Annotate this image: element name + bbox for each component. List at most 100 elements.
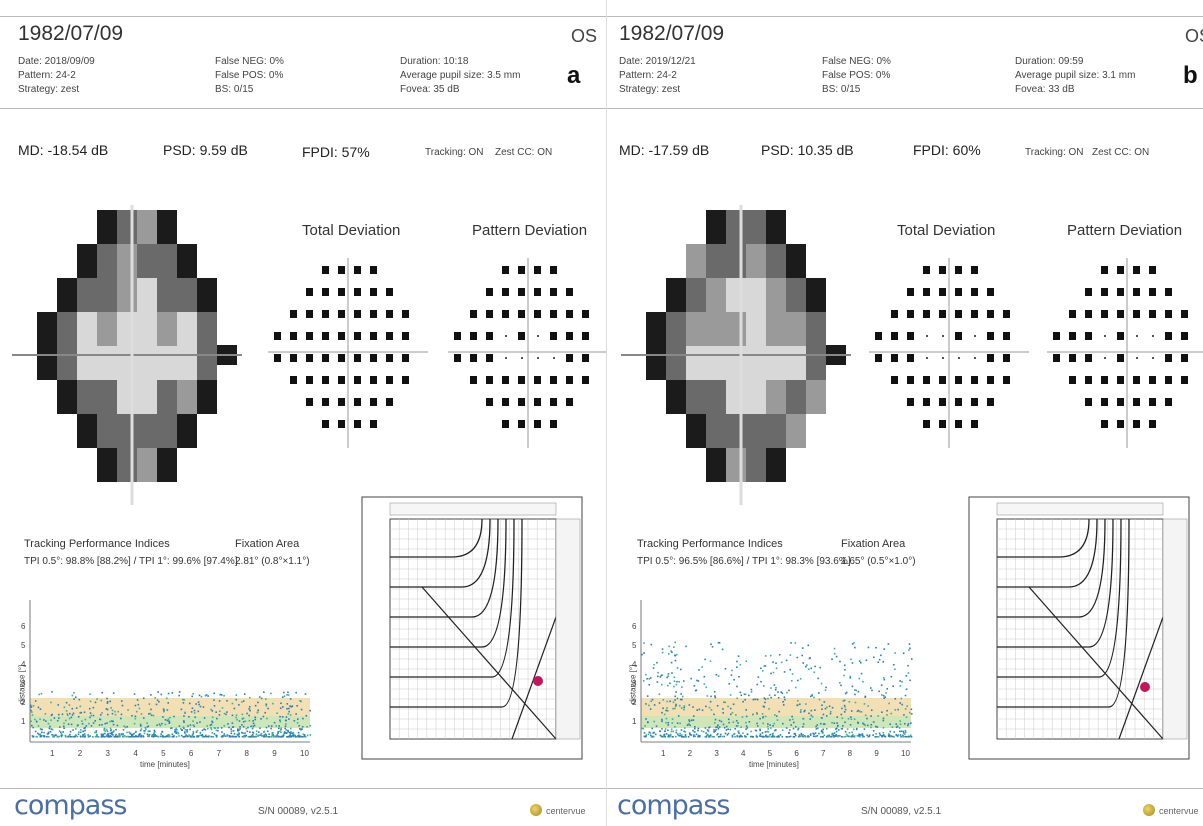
fixation-sample [675, 683, 678, 686]
fixation-sample [767, 735, 770, 738]
fixation-sample [812, 735, 815, 738]
deviation-point [1085, 288, 1092, 296]
fixation-sample [215, 735, 218, 738]
fixation-sample [70, 736, 73, 738]
fixation-sample [246, 712, 248, 715]
fixation-sample [173, 715, 175, 718]
fixation-sample [831, 733, 833, 736]
fixation-sample [223, 694, 225, 697]
fixation-sample [73, 735, 76, 738]
fixation-sample [767, 728, 769, 730]
zest-cc-status: Zest CC: ON [1092, 147, 1150, 158]
fixation-sample [296, 721, 299, 724]
fixation-sample [68, 704, 71, 706]
sensitivity-cell [746, 312, 766, 346]
fixation-sample [649, 708, 652, 710]
fixation-sample [782, 722, 784, 725]
deviation-point [518, 310, 525, 318]
fixation-sample [163, 709, 165, 712]
deviation-point [566, 288, 573, 296]
fixation-sample [284, 727, 287, 730]
deviation-point [1101, 376, 1108, 384]
fixation-sample [84, 726, 86, 729]
fixation-sample [263, 730, 266, 733]
fixation-sample [907, 672, 910, 674]
fixation-sample [809, 695, 812, 698]
fixation-sample [83, 733, 86, 735]
fixation-sample [666, 700, 669, 703]
fixation-sample [270, 692, 272, 695]
fixation-sample [746, 733, 749, 736]
fixation-sample [60, 732, 63, 735]
fixation-sample [286, 707, 288, 710]
fixation-sample [288, 710, 290, 713]
fixation-sample [808, 735, 810, 738]
deviation-point [987, 310, 994, 318]
fixation-sample [800, 709, 802, 711]
fixation-sample [129, 732, 132, 735]
fixation-sample [289, 714, 292, 716]
deviation-point [550, 266, 557, 274]
fixation-sample [728, 721, 730, 724]
deviation-point [939, 420, 946, 428]
diagonal-line [1118, 616, 1164, 740]
fixation-sample [248, 705, 251, 708]
fixation-sample [802, 734, 805, 736]
fixation-sample [655, 725, 658, 728]
fixation-sample [109, 720, 111, 723]
inner-band [641, 716, 911, 728]
deviation-point [354, 420, 361, 428]
fixation-sample [238, 720, 241, 722]
deviation-point [402, 310, 409, 318]
fixation-sample [887, 643, 890, 645]
fixation-sample [783, 696, 786, 699]
fixation-sample [217, 727, 219, 729]
deviation-point [1085, 332, 1092, 340]
fixation-sample [54, 734, 56, 737]
fixation-sample [268, 733, 270, 736]
fixation-sample [245, 728, 248, 730]
fixation-sample [158, 700, 160, 703]
fixation-sample [109, 735, 112, 737]
fixation-sample [859, 710, 861, 713]
sensitivity-cell [726, 210, 746, 244]
stability-curve [997, 518, 1090, 558]
fixation-sample [782, 700, 784, 703]
fixation-sample [818, 692, 820, 694]
sensitivity-cell [77, 346, 97, 380]
fixation-sample [138, 707, 141, 710]
test-pattern: Pattern: 24-2 [619, 70, 677, 81]
fixation-sample [46, 733, 49, 735]
false-neg: False NEG: 0% [822, 56, 891, 67]
deviation-point [1149, 376, 1156, 384]
fixation-sample [37, 725, 40, 727]
fixation-sample [652, 667, 655, 669]
fixation-sample [63, 722, 65, 725]
fixation-sample [650, 734, 652, 737]
fixation-sample [756, 722, 758, 725]
fixation-sample [293, 734, 295, 736]
sensitivity-cell [806, 346, 826, 380]
fixation-sample [150, 708, 152, 711]
fixation-sample [197, 735, 200, 737]
fixation-sample [285, 723, 287, 725]
fixation-sample [199, 734, 202, 737]
fixation-sample [897, 735, 899, 738]
fixation-sample [750, 688, 753, 691]
fixation-sample [147, 725, 150, 728]
fixation-sample [780, 691, 783, 693]
sensitivity-cell [806, 380, 826, 414]
centervue-brand: centervue [546, 806, 586, 816]
fixation-sample [710, 643, 712, 646]
fixation-sample [770, 727, 772, 729]
fixation-sample [849, 724, 852, 726]
fixation-sample [806, 664, 808, 666]
y-tick-label: 3 [632, 679, 637, 688]
deviation-point [566, 332, 573, 340]
fixation-sample [216, 717, 218, 720]
fixation-sample [763, 697, 766, 699]
deviation-point [955, 376, 962, 384]
fixation-sample [810, 709, 813, 712]
fixation-sample [852, 735, 854, 738]
fixation-sample [106, 735, 109, 738]
